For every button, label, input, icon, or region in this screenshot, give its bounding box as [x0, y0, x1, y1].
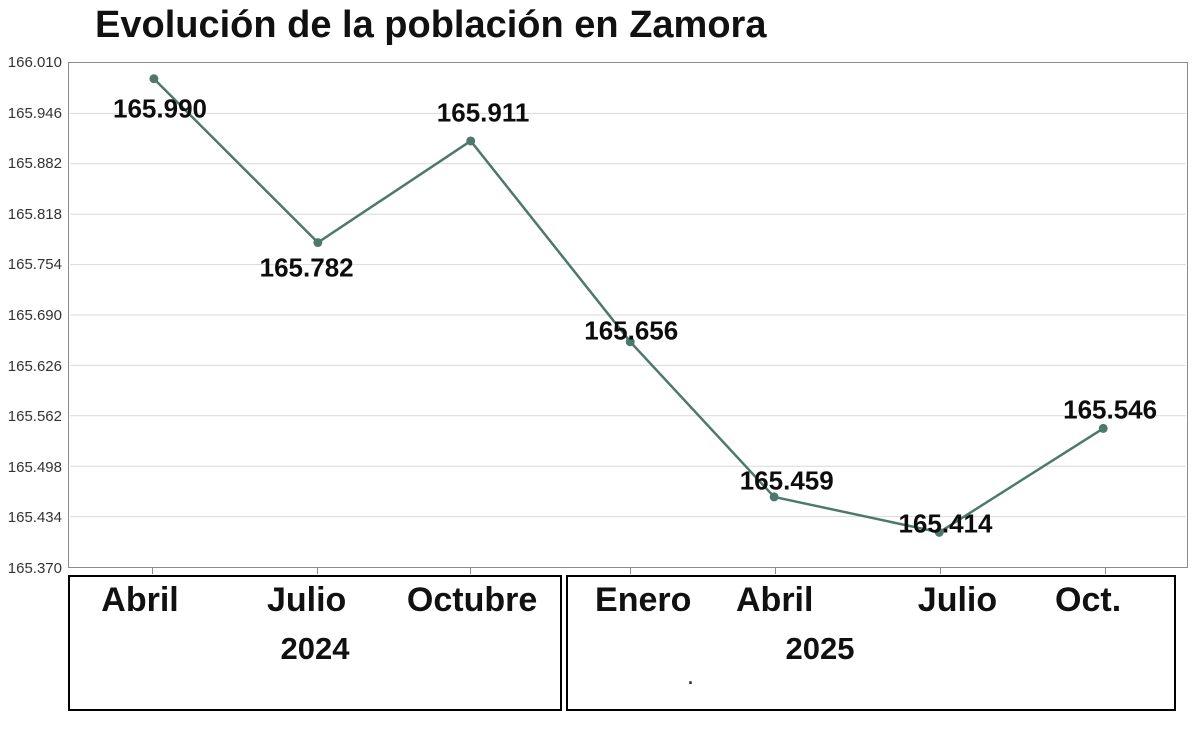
data-value-label: 165.911 [436, 97, 530, 128]
month-label: Julio [266, 581, 347, 619]
y-tick-label: 166.010 [7, 54, 62, 71]
x-axis-group-box [566, 575, 1176, 711]
year-label: 2024 [280, 631, 350, 666]
x-tick [1105, 568, 1107, 574]
y-axis: 166.010 165.946 165.882 165.818 165.754 165.6… [0, 0, 62, 737]
year-label: 2025 [785, 631, 855, 666]
data-point [313, 238, 323, 248]
data-value-label: 165.546 [1063, 394, 1158, 425]
data-point [769, 492, 779, 502]
y-tick-label: 165.690 [7, 307, 62, 324]
y-tick-label: 165.370 [7, 560, 62, 577]
data-point [149, 74, 159, 84]
data-value-label: 165.656 [584, 315, 679, 346]
x-tick [152, 568, 153, 574]
data-value-label: 165.990 [113, 93, 207, 124]
data-point [466, 136, 476, 146]
month-label: Abril [735, 581, 814, 619]
data-value-label: 165.414 [898, 508, 993, 539]
x-tick [940, 568, 942, 574]
month-label: Abril [101, 581, 179, 619]
x-tick [630, 568, 632, 574]
data-point [1098, 423, 1108, 433]
y-tick-label: 165.818 [7, 205, 62, 223]
x-tick [316, 568, 318, 574]
data-value-label: 165.782 [259, 252, 354, 283]
data-point [625, 337, 635, 347]
chart-title: Evolución de la población en Zamora [95, 4, 767, 46]
y-tick-label: 165.882 [7, 155, 62, 173]
y-tick-label: 165.754 [7, 256, 62, 274]
axis-footnote: . [688, 668, 694, 688]
month-label: Enero [595, 581, 692, 619]
line-chart-svg [70, 74, 1186, 537]
y-tick-label: 165.946 [7, 104, 62, 122]
y-tick-label: 165.434 [7, 509, 62, 527]
y-tick-label: 165.562 [7, 408, 62, 426]
x-tick [774, 568, 776, 574]
data-point [934, 527, 944, 537]
month-label: Julio [917, 581, 998, 619]
x-axis-group-box [68, 575, 562, 711]
data-value-label: 165.459 [739, 465, 834, 496]
y-tick-label: 165.498 [7, 458, 62, 476]
x-tick [470, 568, 472, 574]
month-label: Oct. [1055, 581, 1122, 619]
series-line [153, 77, 1104, 534]
y-tick-label: 165.626 [7, 357, 62, 375]
month-label: Octubre [406, 581, 538, 619]
plot-area [68, 62, 1188, 568]
